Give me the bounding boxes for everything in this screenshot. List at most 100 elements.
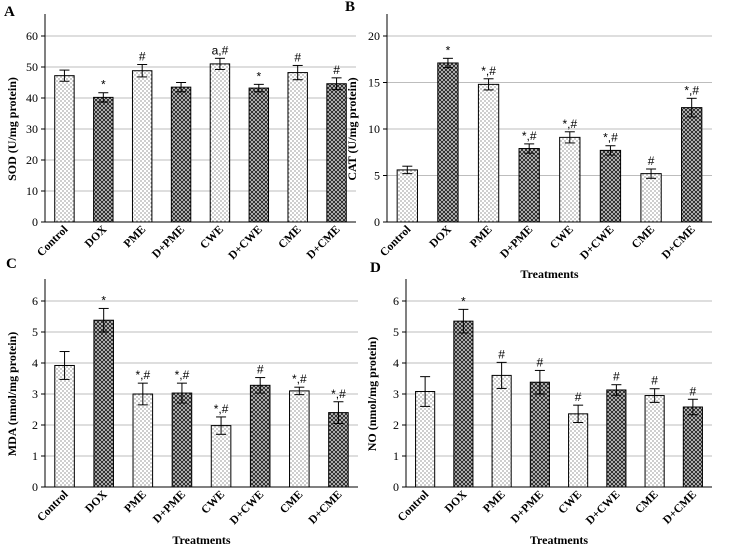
x-tick-label: D+CWE xyxy=(228,488,267,527)
x-tick-label: D+CME xyxy=(307,488,345,526)
panel-label: A xyxy=(4,4,15,20)
x-tick-label: CME xyxy=(276,223,304,251)
bar-cme xyxy=(287,72,308,223)
x-axis-label: Treatments xyxy=(530,533,589,547)
panel-label: C xyxy=(6,256,17,272)
x-tick-label: CWE xyxy=(198,223,226,251)
significance-label: *,# xyxy=(292,372,307,386)
significance-label: a,# xyxy=(212,43,229,57)
bar-control xyxy=(396,169,418,223)
x-tick-label: D+CWE xyxy=(584,488,623,527)
y-tick-label: 10 xyxy=(368,122,380,136)
x-tick-label: CWE xyxy=(548,223,576,251)
y-tick-label: 5 xyxy=(393,325,399,339)
significance-label: # xyxy=(498,347,505,361)
y-tick-label: 2 xyxy=(32,418,38,432)
y-tick-label: 0 xyxy=(393,480,399,494)
x-tick-label: D+PME xyxy=(509,488,546,525)
y-tick-label: 5 xyxy=(32,325,38,339)
significance-label: *,# xyxy=(135,368,150,382)
y-tick-label: 50 xyxy=(26,60,38,74)
bar-cwe xyxy=(209,63,231,223)
x-tick-label: PME xyxy=(481,488,508,515)
y-tick-label: 0 xyxy=(32,480,38,494)
x-tick-label: D+CME xyxy=(305,223,343,261)
x-tick-label: DOX xyxy=(443,488,470,515)
y-tick-label: 20 xyxy=(368,29,380,43)
x-tick-label: DOX xyxy=(83,223,110,250)
significance-label: # xyxy=(537,355,544,369)
significance-label: *,# xyxy=(522,129,537,143)
significance-label: * xyxy=(461,294,466,308)
bar-d-cme xyxy=(681,107,703,223)
significance-label: # xyxy=(333,63,340,77)
bar-dox xyxy=(93,319,114,488)
bar-pme xyxy=(477,83,500,223)
bar-cwe xyxy=(568,413,589,488)
bar-d-cme xyxy=(682,406,703,488)
bar-d-cwe xyxy=(599,149,622,223)
x-tick-label: D+PME xyxy=(498,223,535,260)
panel-label: B xyxy=(345,0,355,15)
bar-d-pme xyxy=(518,148,540,223)
x-tick-label: D+CME xyxy=(660,223,698,261)
y-tick-label: 0 xyxy=(374,215,380,229)
significance-label: *,# xyxy=(175,368,190,382)
y-tick-label: 0 xyxy=(32,215,38,229)
y-tick-label: 1 xyxy=(393,449,399,463)
bar-control xyxy=(54,364,75,488)
x-tick-label: DOX xyxy=(83,488,110,515)
significance-label: *,# xyxy=(603,131,618,145)
bar-cme xyxy=(289,390,310,488)
x-tick-label: CME xyxy=(278,488,306,516)
x-tick-label: CME xyxy=(633,488,661,516)
y-tick-label: 4 xyxy=(393,356,399,370)
bar-pme xyxy=(132,393,154,488)
bar-d-pme xyxy=(529,381,550,488)
bar-dox xyxy=(437,62,459,223)
x-tick-label: Control xyxy=(35,224,70,259)
panel-c: C 0 1 2 3 4 5 6 Control * DOX *,# PME *,# D+PME *,# CWE #… xyxy=(5,256,358,547)
x-tick-label: D+PME xyxy=(150,223,187,260)
x-tick-label: Control xyxy=(35,489,70,524)
y-axis-label: MDA (nmol/mg protein) xyxy=(5,332,19,456)
x-tick-label: DOX xyxy=(427,223,454,250)
bar-d-cwe xyxy=(248,87,270,223)
bar-pme xyxy=(131,70,153,223)
y-tick-label: 60 xyxy=(26,29,38,43)
significance-label: # xyxy=(613,370,620,384)
x-tick-label: Control xyxy=(396,489,431,524)
x-tick-label: PME xyxy=(122,488,149,515)
bar-dox xyxy=(453,320,474,488)
bar-d-pme xyxy=(171,392,193,488)
x-tick-label: CME xyxy=(630,223,658,251)
significance-label: *,# xyxy=(481,64,496,78)
bar-dox xyxy=(93,96,114,223)
significance-label: # xyxy=(575,390,582,404)
panel-d: D 0 1 2 3 4 5 6 Control * DOX # PME # D+PME # CWE # D+CWE #… xyxy=(365,260,712,547)
significance-label: # xyxy=(648,154,655,168)
y-tick-label: 20 xyxy=(26,153,38,167)
y-tick-label: 6 xyxy=(393,294,399,308)
bar-d-cme xyxy=(326,83,347,223)
panel-label: D xyxy=(370,260,381,276)
significance-label: *,# xyxy=(684,83,699,97)
significance-label: # xyxy=(257,363,264,377)
x-tick-label: PME xyxy=(122,223,149,250)
panel-a: A 0 10 20 30 40 50 60 Control * DOX # PME D+PME a,# CWE… xyxy=(4,4,356,262)
y-tick-label: 3 xyxy=(393,387,399,401)
significance-label: * xyxy=(256,69,261,83)
significance-label: *,# xyxy=(562,117,577,131)
bar-d-cwe xyxy=(249,384,271,488)
x-tick-label: D+CME xyxy=(661,488,699,526)
y-tick-label: 15 xyxy=(368,76,380,90)
y-tick-label: 2 xyxy=(393,418,399,432)
x-tick-label: CWE xyxy=(199,488,227,516)
bar-cme xyxy=(644,395,665,488)
bar-cwe xyxy=(210,425,232,488)
bar-d-cwe xyxy=(606,389,627,488)
y-tick-label: 40 xyxy=(26,91,38,105)
y-axis-label: CAT (U/mg protein) xyxy=(345,77,359,180)
y-tick-label: 3 xyxy=(32,387,38,401)
